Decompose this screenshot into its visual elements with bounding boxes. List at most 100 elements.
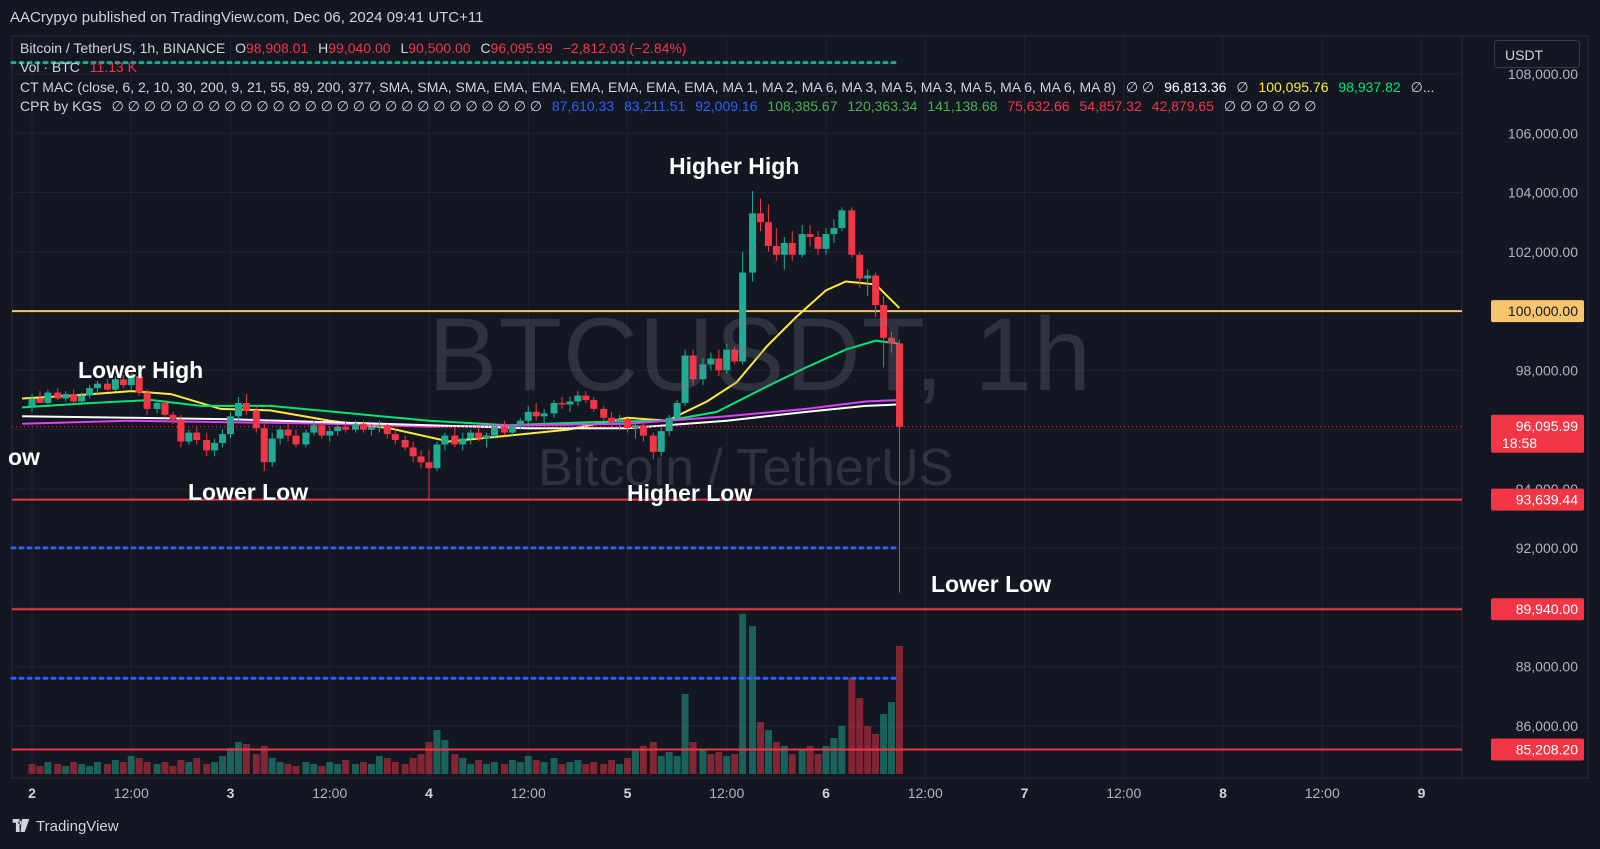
- volume-bar: [639, 746, 647, 774]
- candle-body: [739, 272, 747, 362]
- candle-body: [649, 435, 657, 452]
- candle-body: [119, 379, 127, 386]
- low-value: 90,500.00: [408, 40, 471, 56]
- volume-bar: [600, 764, 608, 774]
- candle-body: [524, 411, 532, 421]
- volume-bar: [28, 764, 36, 774]
- time-tick-label: 12:00: [312, 785, 347, 801]
- candle-body: [608, 417, 616, 423]
- volume-bar: [383, 758, 391, 774]
- annotation-low-partial: ow: [8, 444, 40, 470]
- volume-bar: [780, 746, 788, 774]
- volume-bar: [830, 738, 838, 774]
- cpr-title[interactable]: CPR by KGS: [20, 98, 102, 114]
- symbol-legend[interactable]: Bitcoin / TetherUS, 1h, BINANCE O98,908.…: [20, 40, 693, 56]
- candle-body: [70, 394, 78, 402]
- candle-body: [36, 398, 44, 403]
- candle-body: [193, 432, 201, 441]
- volume-bar: [451, 754, 459, 774]
- close-label: C: [480, 40, 491, 56]
- volume-bar: [558, 764, 566, 774]
- candle-body: [500, 426, 508, 433]
- candle-body: [624, 419, 631, 429]
- volume-bar: [425, 742, 433, 774]
- volume-bar: [417, 754, 425, 774]
- moving-average-line: [22, 280, 901, 443]
- tradingview-logo-icon: [12, 819, 30, 832]
- candle-body: [699, 364, 707, 380]
- candle-body: [111, 379, 119, 390]
- candle-body: [185, 432, 193, 442]
- cpr-value: 87,610.33: [551, 98, 615, 114]
- cpr-value: 83,211.51: [624, 98, 686, 114]
- currency-button[interactable]: USDT: [1494, 40, 1580, 68]
- candle-body: [731, 349, 739, 362]
- volume-bar: [657, 756, 665, 774]
- candle-body: [749, 213, 757, 273]
- price-level-badge[interactable]: [1491, 738, 1584, 761]
- price-tick-label: 102,000.00: [1508, 244, 1578, 260]
- last-price-badge[interactable]: [1491, 414, 1584, 453]
- volume-bar: [227, 748, 234, 774]
- volume-bar: [193, 758, 201, 774]
- candle-body: [673, 402, 681, 418]
- volume-bar: [483, 764, 491, 774]
- plot-area[interactable]: [11, 35, 1463, 779]
- volume-bar: [574, 760, 582, 774]
- volume-bar: [516, 762, 524, 774]
- volume-bar: [375, 756, 383, 774]
- volume-legend[interactable]: Vol · BTC 11.13 K: [20, 59, 143, 75]
- candle-body: [169, 414, 177, 420]
- candle-body: [153, 402, 161, 409]
- candle-body: [707, 358, 715, 365]
- volume-bar: [276, 762, 284, 774]
- candle-body: [888, 337, 896, 344]
- candle-body: [856, 254, 864, 279]
- candle-body: [211, 442, 219, 451]
- volume-bar: [342, 760, 350, 774]
- candle-body: [302, 432, 310, 445]
- volume-bar: [624, 758, 631, 774]
- symbol-title[interactable]: Bitcoin / TetherUS, 1h, BINANCE: [20, 40, 226, 56]
- ct-mac-title[interactable]: CT MAC (close, 6, 2, 10, 30, 200, 9, 21,…: [20, 79, 1117, 95]
- candle-body: [318, 425, 326, 436]
- candle-body: [516, 420, 524, 426]
- time-tick-label: 7: [1021, 785, 1029, 801]
- price-axis[interactable]: [1461, 35, 1589, 779]
- volume-bar: [391, 762, 399, 774]
- volume-bar: [135, 758, 143, 774]
- cpr-legend[interactable]: CPR by KGS ∅ ∅ ∅ ∅ ∅ ∅ ∅ ∅ ∅ ∅ ∅ ∅ ∅ ∅ ∅…: [20, 98, 1323, 115]
- candle-body: [135, 376, 143, 393]
- volume-bar: [54, 764, 62, 774]
- cpr-nulls: ∅ ∅ ∅ ∅ ∅ ∅ ∅ ∅ ∅ ∅ ∅ ∅ ∅ ∅ ∅ ∅ ∅ ∅ ∅ ∅ …: [111, 98, 542, 114]
- price-level-badge[interactable]: [1491, 488, 1584, 511]
- volume-bar: [731, 754, 739, 774]
- candle-body: [310, 425, 318, 433]
- volume-bar: [608, 760, 616, 774]
- candle-body: [234, 402, 242, 417]
- ct-mac-legend[interactable]: CT MAC (close, 6, 2, 10, 30, 200, 9, 21,…: [20, 79, 1440, 96]
- volume-bar: [814, 754, 822, 774]
- footer-brand[interactable]: TradingView: [10, 818, 119, 835]
- volume-bar: [508, 760, 516, 774]
- volume-label[interactable]: Vol · BTC: [20, 59, 80, 75]
- price-level-badge[interactable]: [1491, 598, 1584, 621]
- volume-bar: [798, 750, 806, 774]
- volume-bar: [582, 764, 590, 774]
- price-tick-label: 88,000.00: [1516, 659, 1578, 675]
- volume-bar: [284, 764, 292, 774]
- volume-bar: [62, 766, 70, 774]
- candle-body: [352, 423, 360, 430]
- volume-bar: [749, 626, 757, 774]
- ct-mac-null: ∅...: [1410, 79, 1435, 95]
- volume-bar: [44, 762, 52, 774]
- cpr-tail: ∅ ∅ ∅ ∅ ∅ ∅: [1223, 98, 1317, 114]
- candle-body: [367, 426, 375, 430]
- ct-mac-null: ∅: [1236, 79, 1249, 95]
- candle-body: [260, 428, 268, 463]
- candle-body: [483, 435, 491, 439]
- candle-body: [292, 435, 300, 445]
- price-level-badge[interactable]: [1491, 300, 1584, 323]
- volume-bar: [566, 762, 574, 774]
